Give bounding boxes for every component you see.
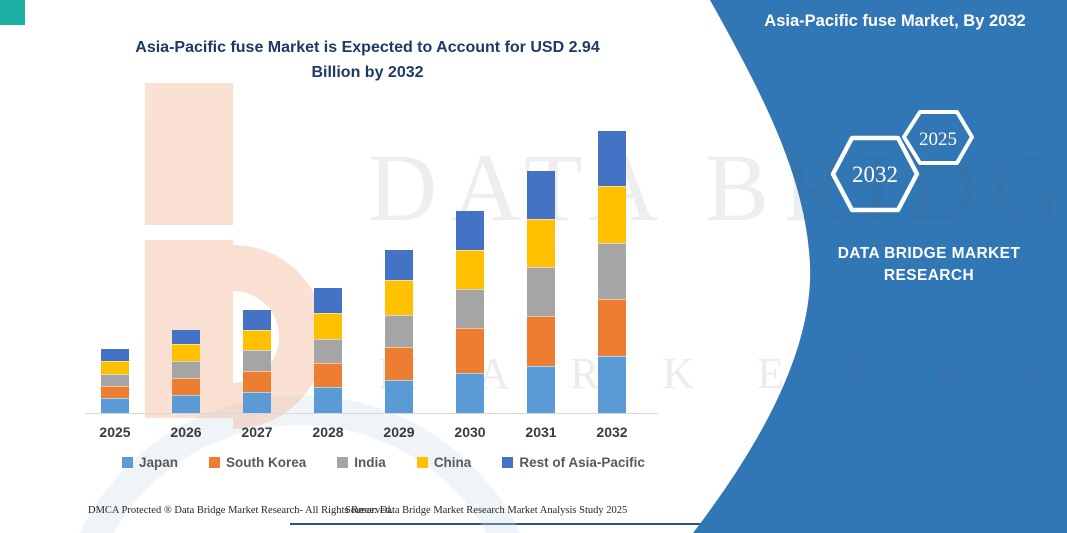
bar-segment-japan: [314, 387, 342, 413]
stacked-bar-2032: [598, 131, 626, 413]
legend-swatch: [502, 457, 514, 468]
x-axis-label-2027: 2027: [241, 424, 273, 440]
bar-segment-china: [598, 185, 626, 243]
bar-segment-china: [527, 218, 555, 268]
chart-title: Asia-Pacific fuse Market is Expected to …: [135, 39, 600, 81]
bar-segment-rest-of-asia-pacific: [243, 309, 271, 331]
stacked-bar-2030: [456, 210, 484, 413]
bar-segment-south-korea: [385, 346, 413, 380]
corner-accent-square: [0, 0, 25, 25]
stacked-bar-2026: [172, 329, 200, 413]
bar-segment-india: [385, 314, 413, 347]
bar-segment-india: [314, 339, 342, 363]
bar-segment-japan: [101, 397, 129, 413]
legend-label: Japan: [139, 455, 179, 470]
bar-segment-india: [598, 242, 626, 299]
legend-swatch: [209, 457, 221, 468]
footer-source: Source: Data Bridge Market Research Mark…: [345, 505, 628, 516]
stacked-bar-2027: [243, 309, 271, 413]
bar-segment-india: [101, 374, 129, 387]
bar-segment-south-korea: [314, 362, 342, 388]
stacked-bar-2025: [101, 348, 129, 413]
x-axis-label-2028: 2028: [312, 424, 344, 440]
bar-segment-south-korea: [456, 327, 484, 374]
legend-swatch: [416, 457, 428, 468]
bar-segment-japan: [385, 379, 413, 413]
bar-segment-rest-of-asia-pacific: [314, 288, 342, 313]
bar-segment-south-korea: [527, 315, 555, 366]
legend-label: Rest of Asia-Pacific: [519, 455, 645, 470]
legend-item-rest-of-asia-pacific: Rest of Asia-Pacific: [502, 455, 645, 470]
bar-segment-japan: [456, 373, 484, 413]
bar-segment-rest-of-asia-pacific: [101, 348, 129, 361]
stacked-bar-2031: [527, 170, 555, 413]
x-axis-label-2025: 2025: [99, 424, 131, 440]
bar-segment-rest-of-asia-pacific: [527, 170, 555, 219]
x-axis-label-2031: 2031: [525, 424, 557, 440]
legend-swatch: [337, 457, 349, 468]
legend-item-india: India: [337, 455, 386, 470]
bar-segment-rest-of-asia-pacific: [598, 131, 626, 186]
x-axis-label-2032: 2032: [596, 424, 628, 440]
side-panel-title: Asia-Pacific fuse Market, By 2032: [764, 12, 1026, 30]
x-axis-label-2029: 2029: [383, 424, 415, 440]
bottom-divider-line: [290, 523, 920, 525]
bar-segment-china: [101, 360, 129, 375]
footer-copyright: DMCA Protected ® Data Bridge Market Rese…: [88, 505, 393, 516]
legend-label: India: [354, 455, 386, 470]
bar-segment-india: [527, 267, 555, 316]
stacked-bar-2028: [314, 288, 342, 413]
bar-segment-china: [456, 250, 484, 290]
bar-segment-japan: [527, 365, 555, 413]
legend-swatch: [122, 457, 133, 468]
brand-name: DATA BRIDGE MARKET RESEARCH: [800, 243, 1058, 287]
bar-segment-india: [456, 289, 484, 328]
bar-segment-china: [314, 312, 342, 340]
x-axis-line: [85, 413, 658, 414]
legend-label: China: [433, 455, 472, 470]
bar-segment-rest-of-asia-pacific: [172, 329, 200, 344]
legend-item-china: China: [416, 455, 472, 470]
bar-segment-india: [243, 350, 271, 372]
bar-segment-rest-of-asia-pacific: [385, 250, 413, 280]
bar-segment-south-korea: [243, 371, 271, 393]
bar-segment-japan: [598, 356, 626, 413]
bar-segment-south-korea: [598, 298, 626, 357]
brand-line1: DATA BRIDGE MARKET: [837, 245, 1021, 262]
brand-line2: RESEARCH: [883, 267, 975, 284]
stacked-bar-2029: [385, 250, 413, 413]
bar-segment-china: [243, 330, 271, 351]
legend-label: South Korea: [226, 455, 307, 470]
bar-segment-china: [385, 279, 413, 315]
legend-item-japan: Japan: [122, 455, 178, 470]
legend-item-south-korea: South Korea: [209, 455, 306, 470]
x-axis-label-2030: 2030: [454, 424, 486, 440]
bar-segment-japan: [172, 395, 200, 413]
bar-segment-china: [172, 343, 200, 361]
bar-segment-south-korea: [101, 386, 129, 398]
bar-segment-india: [172, 360, 200, 378]
x-axis-label-2026: 2026: [170, 424, 202, 440]
bar-segment-south-korea: [172, 377, 200, 395]
bar-segment-japan: [243, 392, 271, 413]
legend: Japan South Korea India China Rest of Asia-P…: [122, 455, 645, 470]
bar-segment-rest-of-asia-pacific: [456, 210, 484, 251]
